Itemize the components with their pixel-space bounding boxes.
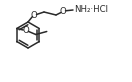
Text: O: O [60,6,66,15]
Text: NH₂·HCl: NH₂·HCl [74,5,108,15]
Text: O: O [31,10,37,20]
Text: O: O [22,26,29,35]
